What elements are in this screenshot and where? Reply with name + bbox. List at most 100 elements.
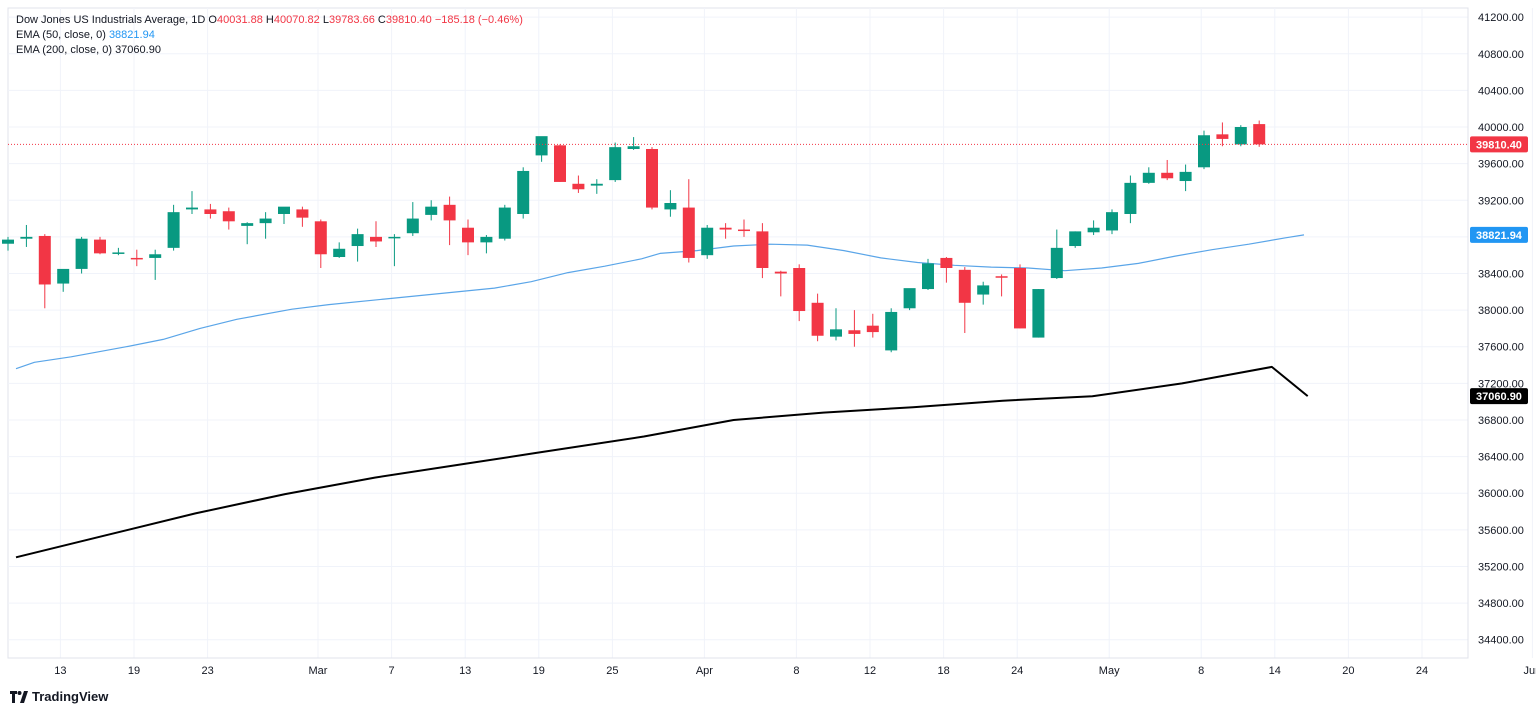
candle-up (57, 268, 70, 292)
candle-body (2, 239, 14, 244)
candle-body (738, 229, 750, 232)
price-label-badge (1470, 226, 1528, 243)
candle-body (701, 227, 714, 256)
ema50-line (15, 234, 1305, 370)
candle-body (1014, 268, 1026, 329)
candle-body (1050, 247, 1063, 279)
price-label-text: 39810.40 (1476, 139, 1522, 151)
candle-down (940, 257, 953, 283)
candle-down (38, 234, 51, 309)
tradingview-logo-icon (10, 690, 28, 703)
chart-legend: Dow Jones US Industrials Average, 1D O40… (16, 13, 523, 58)
candle-body (1179, 171, 1192, 182)
tradingview-logo[interactable]: TradingView (10, 689, 108, 704)
candle-down (646, 147, 658, 210)
symbol-name: Dow Jones US Industrials Average, 1D (16, 14, 206, 26)
candle-up (1050, 229, 1063, 279)
x-tick-label: 13 (459, 665, 471, 677)
candle-body (149, 254, 162, 258)
candle-up (186, 191, 198, 214)
candle-up (498, 204, 511, 241)
candle-body (296, 209, 309, 218)
candle-up (517, 167, 530, 219)
candle-up (351, 228, 364, 262)
x-tick-label: Apr (696, 665, 713, 677)
candle-body (1253, 124, 1266, 145)
x-tick-label: 18 (937, 665, 949, 677)
candle-down (719, 223, 732, 239)
candle-down (811, 293, 824, 342)
candle-body (940, 257, 953, 268)
y-tick-label: 38400.00 (1478, 268, 1524, 280)
candle-body (866, 325, 879, 333)
brand-name: TradingView (32, 689, 109, 704)
y-tick-label: 34400.00 (1478, 635, 1524, 647)
candle-body (756, 231, 769, 268)
candle-body (462, 227, 474, 243)
x-tick-label: 12 (864, 665, 876, 677)
candle-down (314, 219, 327, 268)
candle-body (793, 268, 806, 312)
close-value: 39810.40 (385, 14, 432, 26)
x-tick-label: 8 (793, 665, 799, 677)
candle-up (535, 136, 548, 162)
candle-down (222, 207, 235, 230)
candle-body (1124, 182, 1137, 214)
candle-body (958, 269, 971, 303)
x-tick-label: 19 (533, 665, 545, 677)
candle-body (167, 212, 180, 248)
y-tick-label: 39600.00 (1478, 159, 1524, 171)
candle-up (425, 200, 438, 221)
high-label: H (265, 14, 274, 26)
candle-body (222, 211, 235, 222)
candle-body (57, 268, 70, 284)
x-tick-label: 14 (1269, 665, 1281, 677)
candle-body (333, 248, 346, 258)
candle-down (296, 206, 309, 227)
candle-body (1106, 212, 1118, 231)
y-tick-label: 36800.00 (1478, 415, 1524, 427)
high-value: 40070.82 (273, 14, 320, 26)
candle-body (1161, 172, 1174, 179)
x-tick-label: 24 (1011, 665, 1023, 677)
x-tick-label: May (1099, 665, 1120, 677)
candle-body (664, 203, 677, 210)
ema200-line (15, 365, 1309, 559)
ema200-label: EMA (200, close, 0) (16, 44, 112, 56)
candle-down (1014, 264, 1026, 329)
candle-down (866, 313, 879, 338)
y-tick-label: 39200.00 (1478, 195, 1524, 207)
price-label-text: 37060.90 (1476, 391, 1522, 403)
candle-body (425, 206, 438, 215)
candle-body (554, 145, 566, 182)
y-tick-label: 37200.00 (1478, 378, 1524, 390)
candle-body (1032, 289, 1045, 338)
price-label-badge (1470, 136, 1528, 153)
x-tick-label: Jun (1524, 665, 1536, 677)
y-tick-label: 36400.00 (1478, 452, 1524, 464)
candle-up (1124, 175, 1137, 224)
candle-body (388, 236, 401, 239)
x-tick-label: 24 (1416, 665, 1428, 677)
candle-body (480, 236, 493, 243)
low-label: L (322, 14, 329, 26)
candle-up (1069, 231, 1082, 248)
candle-body (370, 236, 382, 242)
candle-down (94, 236, 106, 255)
candle-down (443, 196, 456, 246)
candle-body (977, 285, 990, 295)
y-tick-label: 34800.00 (1478, 598, 1524, 610)
candle-up (664, 190, 677, 217)
candle-body (204, 209, 217, 214)
y-tick-label: 35200.00 (1478, 561, 1524, 573)
candle-down (738, 219, 750, 237)
legend-ema200-row: EMA (200, close, 0) 37060.90 (16, 43, 523, 58)
candle-up (885, 308, 898, 353)
candle-up (167, 204, 180, 251)
candle-up (406, 202, 419, 236)
candle-body (406, 218, 419, 234)
candle-down (204, 203, 217, 219)
candle-up (1032, 289, 1045, 338)
candle-body (885, 311, 898, 351)
